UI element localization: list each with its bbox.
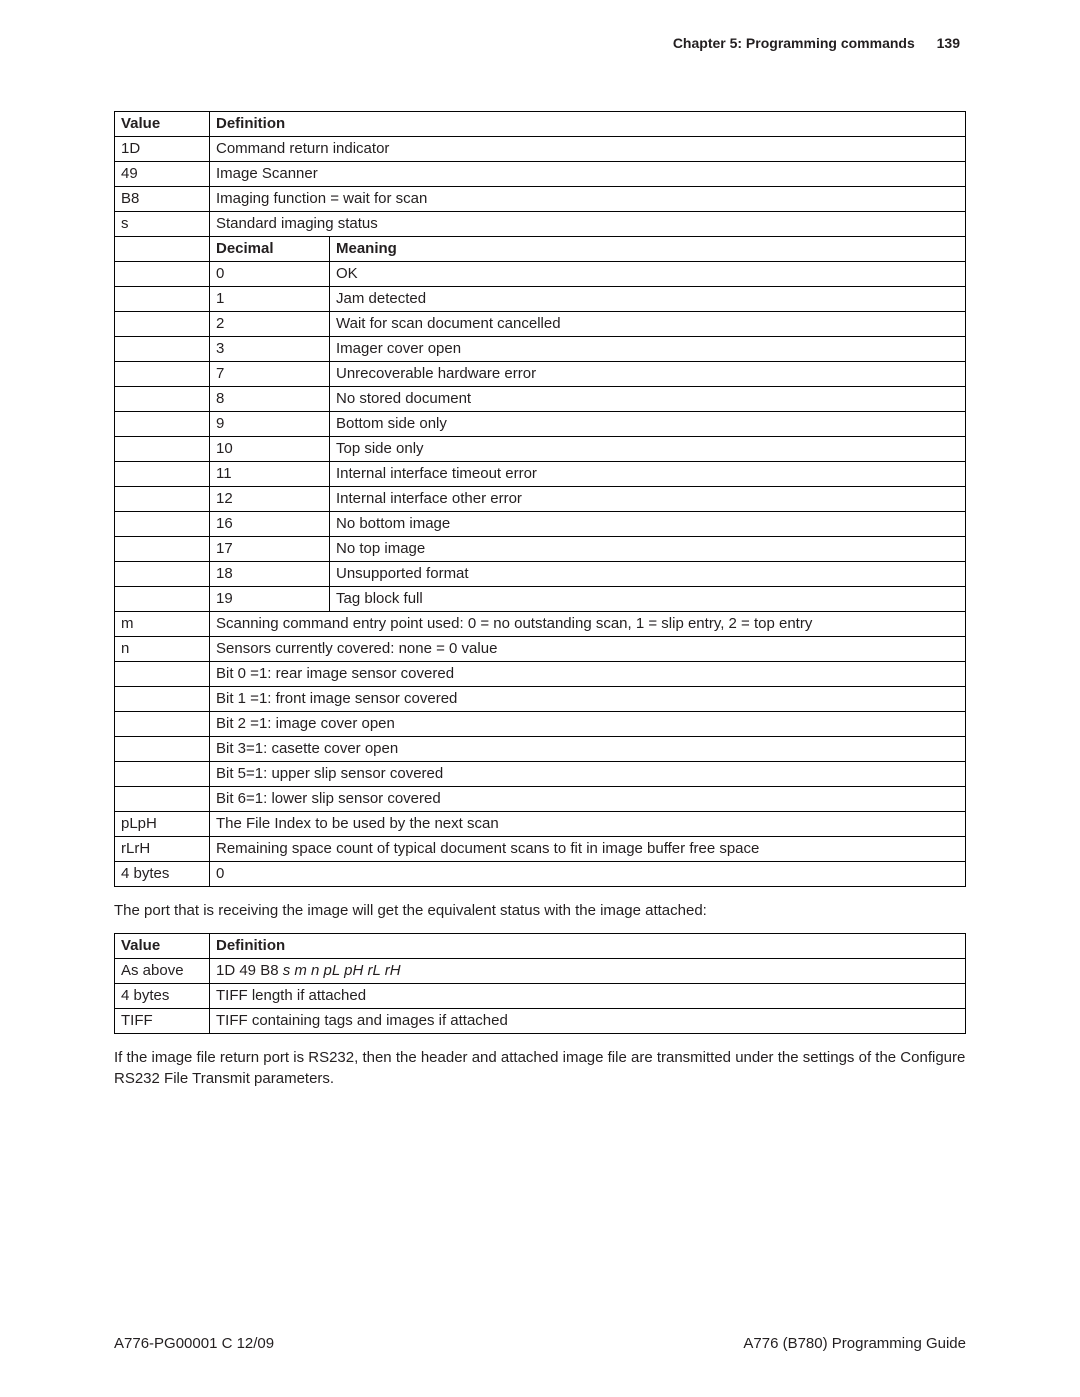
table-row-decimal: 0 <box>210 262 330 287</box>
second-table: Value Definition As above 1D 49 B8 s m n… <box>114 933 966 1034</box>
footer-right: A776 (B780) Programming Guide <box>743 1335 966 1352</box>
empty-cell <box>115 412 210 437</box>
main-table: Value Definition 1D Command return indic… <box>114 111 966 887</box>
page-number: 139 <box>937 35 960 51</box>
table-row-def: Imaging function = wait for scan <box>210 187 966 212</box>
empty-cell <box>115 337 210 362</box>
empty-cell <box>115 587 210 612</box>
table-row-meaning: No bottom image <box>330 512 966 537</box>
table-row-meaning: Jam detected <box>330 287 966 312</box>
table-row-value: m <box>115 612 210 637</box>
table-row-value: As above <box>115 959 210 984</box>
table-row-value: s <box>115 212 210 237</box>
table-row-decimal: 7 <box>210 362 330 387</box>
table-row-decimal: 10 <box>210 437 330 462</box>
table-row-value: 1D <box>115 137 210 162</box>
table-row-decimal: 1 <box>210 287 330 312</box>
table-row-def: Bit 6=1: lower slip sensor covered <box>210 787 966 812</box>
table-row-decimal: 8 <box>210 387 330 412</box>
table-row-decimal: 16 <box>210 512 330 537</box>
empty-cell <box>115 287 210 312</box>
table-row-decimal: 18 <box>210 562 330 587</box>
table-row-meaning: No stored document <box>330 387 966 412</box>
table-row-decimal: 19 <box>210 587 330 612</box>
table-row-def: Command return indicator <box>210 137 966 162</box>
table-row-decimal: 9 <box>210 412 330 437</box>
empty-cell <box>115 562 210 587</box>
table-row-decimal: 17 <box>210 537 330 562</box>
table-row-def: Bit 5=1: upper slip sensor covered <box>210 762 966 787</box>
table-row-meaning: Bottom side only <box>330 412 966 437</box>
page-header: Chapter 5: Programming commands 139 <box>114 35 966 51</box>
table-row-value <box>115 762 210 787</box>
empty-cell <box>115 262 210 287</box>
table-row-meaning: Internal interface other error <box>330 487 966 512</box>
table-row-def: 1D 49 B8 s m n pL pH rL rH <box>210 959 966 984</box>
table-row-meaning: Imager cover open <box>330 337 966 362</box>
th-value: Value <box>115 112 210 137</box>
empty-cell <box>115 537 210 562</box>
table-row-meaning: Unsupported format <box>330 562 966 587</box>
table-row-value: n <box>115 637 210 662</box>
empty-cell <box>115 237 210 262</box>
table-row-value <box>115 737 210 762</box>
empty-cell <box>115 312 210 337</box>
table-row-def: 0 <box>210 862 966 887</box>
empty-cell <box>115 437 210 462</box>
table-row-meaning: OK <box>330 262 966 287</box>
table-row-def: Bit 3=1: casette cover open <box>210 737 966 762</box>
table-row-meaning: Tag block full <box>330 587 966 612</box>
table-row-def: Image Scanner <box>210 162 966 187</box>
table-row-value: B8 <box>115 187 210 212</box>
table-row-decimal: 2 <box>210 312 330 337</box>
table-row-def: Bit 0 =1: rear image sensor covered <box>210 662 966 687</box>
empty-cell <box>115 362 210 387</box>
table-row-meaning: Top side only <box>330 437 966 462</box>
table-row-value: rLrH <box>115 837 210 862</box>
table-row-decimal: 3 <box>210 337 330 362</box>
table-row-value <box>115 662 210 687</box>
th-definition: Definition <box>210 112 966 137</box>
table-row-def: Scanning command entry point used: 0 = n… <box>210 612 966 637</box>
empty-cell <box>115 512 210 537</box>
th-decimal: Decimal <box>210 237 330 262</box>
table-row-def: TIFF length if attached <box>210 984 966 1009</box>
table-row-value: 4 bytes <box>115 862 210 887</box>
table-row-meaning: Internal interface timeout error <box>330 462 966 487</box>
th-definition: Definition <box>210 934 966 959</box>
table-row-def: Standard imaging status <box>210 212 966 237</box>
table-row-def: Bit 1 =1: front image sensor covered <box>210 687 966 712</box>
table-row-meaning: No top image <box>330 537 966 562</box>
table-row-decimal: 12 <box>210 487 330 512</box>
table-row-value: 4 bytes <box>115 984 210 1009</box>
chapter-title: Chapter 5: Programming commands <box>673 35 915 51</box>
table-row-value: pLpH <box>115 812 210 837</box>
table-row-def: The File Index to be used by the next sc… <box>210 812 966 837</box>
table-row-meaning: Unrecoverable hardware error <box>330 362 966 387</box>
bottom-paragraph: If the image file return port is RS232, … <box>114 1048 966 1089</box>
th-value: Value <box>115 934 210 959</box>
table-row-value: 49 <box>115 162 210 187</box>
table-row-value <box>115 787 210 812</box>
footer-left: A776-PG00001 C 12/09 <box>114 1335 274 1352</box>
table-row-meaning: Wait for scan document cancelled <box>330 312 966 337</box>
table-row-value <box>115 712 210 737</box>
table-row-value: TIFF <box>115 1009 210 1034</box>
th-meaning: Meaning <box>330 237 966 262</box>
empty-cell <box>115 462 210 487</box>
empty-cell <box>115 487 210 512</box>
table-row-value <box>115 687 210 712</box>
table-row-def: Remaining space count of typical documen… <box>210 837 966 862</box>
page-footer: A776-PG00001 C 12/09 A776 (B780) Program… <box>114 1335 966 1352</box>
table-row-decimal: 11 <box>210 462 330 487</box>
table-row-def: Sensors currently covered: none = 0 valu… <box>210 637 966 662</box>
table-row-def: TIFF containing tags and images if attac… <box>210 1009 966 1034</box>
between-paragraph: The port that is receiving the image wil… <box>114 901 966 921</box>
table-row-def: Bit 2 =1: image cover open <box>210 712 966 737</box>
empty-cell <box>115 387 210 412</box>
